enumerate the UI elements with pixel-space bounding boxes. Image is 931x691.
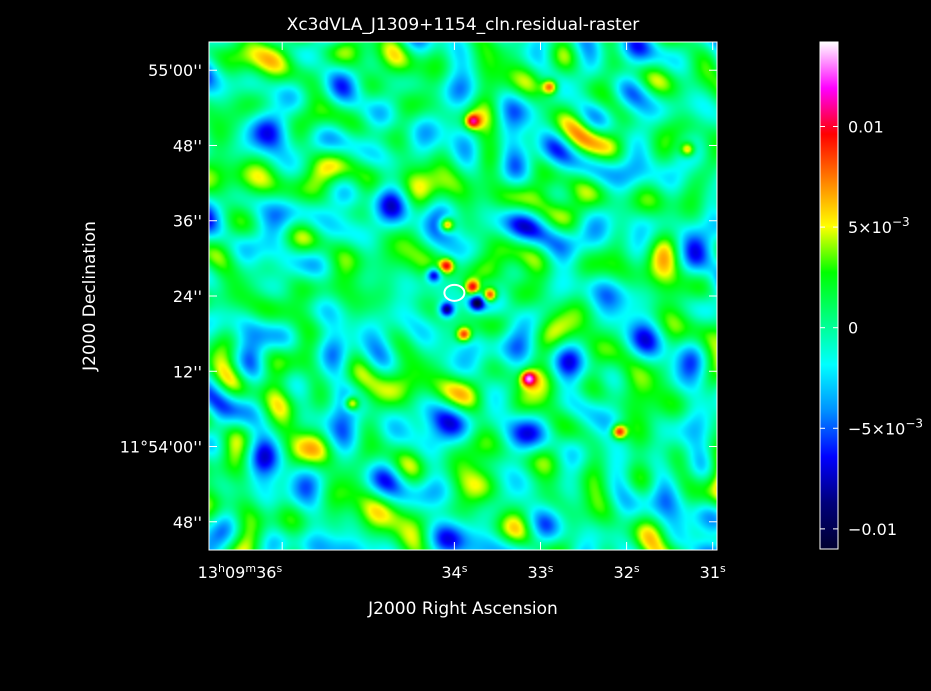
colorbar-ticks: 0.01 5×10−3 0 −5×10−3 −0.01 <box>820 118 923 539</box>
x-tick-label: 13h09m36s <box>198 562 283 582</box>
colorbar-tick-label: −0.01 <box>848 520 897 539</box>
y-tick-label: 12'' <box>173 362 202 381</box>
x-tick-label: 33s <box>527 562 553 582</box>
source-ellipse <box>443 283 466 302</box>
y-tick-label: 48'' <box>173 513 202 532</box>
x-axis-label: J2000 Right Ascension <box>367 599 558 619</box>
y-tick-label: 36'' <box>173 212 202 231</box>
colorbar-tick-label: 0 <box>848 319 858 338</box>
y-axis: 55'00'' 48'' 36'' 24'' 12'' 11°54'00'' 48'' <box>120 61 717 532</box>
chart-title: Xc3dVLA_J1309+1154_cln.residual-raster <box>287 15 640 35</box>
y-tick-label: 48'' <box>173 136 202 155</box>
colorbar-tick-label: 0.01 <box>848 118 884 137</box>
colorbar <box>820 42 838 549</box>
y-tick-label: 24'' <box>173 287 202 306</box>
y-tick-label: 11°54'00'' <box>120 438 202 457</box>
x-axis: 13h09m36s 34s 33s 32s 31s <box>198 42 726 582</box>
x-tick-label: 32s <box>614 562 640 582</box>
colorbar-tick-label: −5×10−3 <box>848 416 923 438</box>
x-tick-label: 34s <box>441 562 467 582</box>
x-tick-label: 31s <box>700 562 726 582</box>
colorbar-frame <box>819 41 839 550</box>
map-overlay <box>443 283 466 302</box>
y-tick-label: 55'00'' <box>148 61 202 80</box>
colorbar-tick-label: 5×10−3 <box>848 215 910 237</box>
y-axis-label: J2000 Declination <box>80 221 100 372</box>
